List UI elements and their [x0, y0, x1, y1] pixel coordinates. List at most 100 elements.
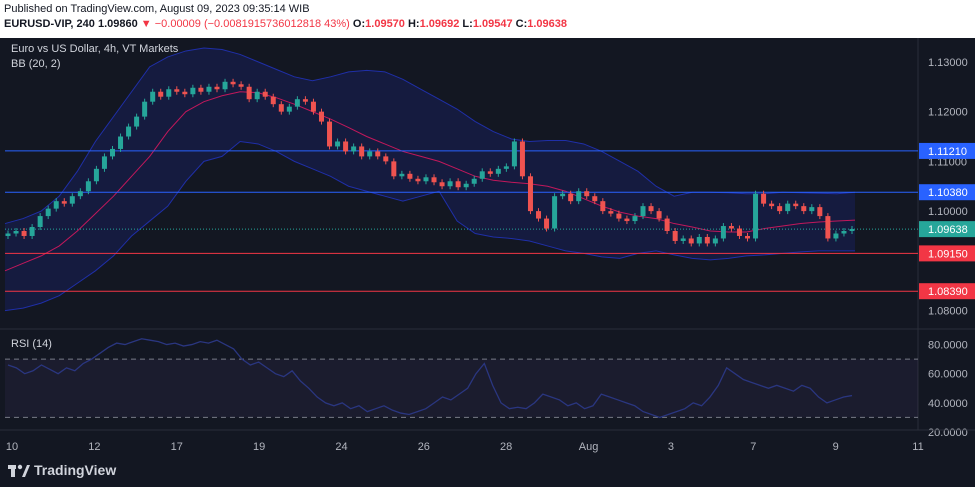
candle-body [85, 181, 91, 192]
candle-body [736, 228, 742, 236]
candle-body [262, 91, 268, 97]
candle-body [294, 99, 300, 107]
candle-body [833, 233, 839, 239]
candle-body [624, 218, 630, 222]
candle-body [745, 235, 751, 239]
rsi-tick-label: 40.0000 [928, 398, 968, 410]
rsi-tick-label: 20.0000 [928, 427, 968, 439]
candle-body [93, 168, 99, 182]
rsi-line [7, 338, 853, 419]
candle-body [640, 206, 646, 217]
candle-body [447, 181, 453, 187]
candle-body [270, 96, 276, 105]
candle-body [29, 227, 35, 236]
candle-body [777, 206, 783, 212]
candle-body [77, 191, 83, 197]
candle-body [278, 104, 284, 112]
current-price-tag [919, 221, 975, 238]
candle-body [616, 213, 622, 219]
candle-body [503, 166, 509, 169]
candle-body [656, 211, 662, 219]
candle-body [158, 91, 164, 97]
close-value: 1.09638 [527, 18, 568, 30]
chart-title: Euro vs US Dollar, 4h, VT Markets [11, 43, 179, 55]
candle-body [560, 193, 566, 197]
open-value: 1.09570 [365, 18, 405, 30]
candle-body [343, 141, 349, 152]
candle-body [753, 193, 759, 239]
candle-body [142, 101, 148, 117]
tradingview-logo-icon [8, 464, 30, 477]
candle-body [704, 236, 710, 244]
time-tick-label: 9 [833, 441, 839, 453]
candle-body [849, 229, 855, 232]
time-tick-label: 26 [418, 441, 430, 453]
candle-body [286, 106, 292, 112]
time-tick-label: 3 [668, 441, 674, 453]
footer-bar [0, 458, 975, 487]
candle-body [536, 211, 542, 219]
time-tick-label: 17 [171, 441, 183, 453]
candle-body [238, 84, 244, 87]
candle-body [53, 201, 59, 209]
candle-body [680, 238, 686, 241]
candle-body [407, 173, 413, 179]
candle-body [69, 196, 75, 204]
bollinger-lower-line [4, 140, 855, 312]
candle-body [206, 86, 212, 92]
candle-body [463, 183, 469, 188]
last-price: 1.09860 [97, 18, 138, 30]
candle-body [431, 177, 437, 183]
tradingview-logo[interactable]: TradingView [8, 462, 116, 478]
candle-body [13, 231, 19, 234]
bollinger-label[interactable]: BB (20, 2) [11, 58, 61, 70]
time-tick-label: 10 [6, 441, 18, 453]
candle-body [712, 238, 718, 244]
candle-body [672, 231, 678, 241]
price-change: ▼ −0.00009 (−0.0081915736012818 43%) [140, 18, 350, 30]
price-chart[interactable]: 1.13000 1.12000 1.11000 1.10000 1.08000 1.112… [0, 38, 975, 458]
candle-body [809, 207, 815, 212]
candle-body [61, 201, 67, 204]
level-price-tag [919, 283, 975, 300]
candle-body [190, 87, 196, 95]
symbol-label: EURUSD-VIP, 240 [4, 18, 95, 30]
candle-body [45, 208, 51, 217]
rsi-tick-label: 80.0000 [928, 340, 968, 352]
candle-body [302, 99, 308, 102]
rsi-label[interactable]: RSI (14) [11, 338, 52, 350]
candle-body [383, 156, 389, 162]
candle-body [455, 181, 461, 188]
candle-body [174, 89, 180, 92]
candle-body [399, 173, 405, 177]
time-tick-label: 24 [335, 441, 347, 453]
time-tick-label: 12 [88, 441, 100, 453]
time-tick-label: Aug [579, 441, 599, 453]
candle-body [664, 218, 670, 232]
high-value: 1.09692 [419, 18, 460, 30]
level-price-label: 1.09150 [928, 248, 968, 260]
rsi-tick-label: 60.0000 [928, 369, 968, 381]
time-tick-label: 7 [750, 441, 756, 453]
candle-body [359, 146, 365, 157]
candle-body [552, 196, 558, 229]
time-tick-label: 19 [253, 441, 265, 453]
candle-body [688, 238, 694, 244]
bollinger-band-fill [5, 47, 855, 311]
candle-body [817, 207, 823, 217]
candle-body [214, 86, 220, 90]
candle-body [254, 91, 260, 100]
publish-header: Published on TradingView.com, August 09,… [0, 0, 975, 38]
candle-body [495, 168, 501, 174]
publish-info: Published on TradingView.com, August 09,… [4, 3, 310, 15]
candle-body [544, 218, 550, 229]
candle-body [351, 146, 357, 152]
price-tick-label: 1.10000 [928, 206, 968, 218]
candle-body [600, 201, 606, 212]
level-price-tag [919, 142, 975, 159]
level-price-label: 1.08390 [928, 286, 968, 298]
candle-body [793, 203, 799, 207]
candle-body [785, 203, 791, 212]
open-label: O: [352, 18, 366, 30]
candle-body [126, 126, 132, 137]
